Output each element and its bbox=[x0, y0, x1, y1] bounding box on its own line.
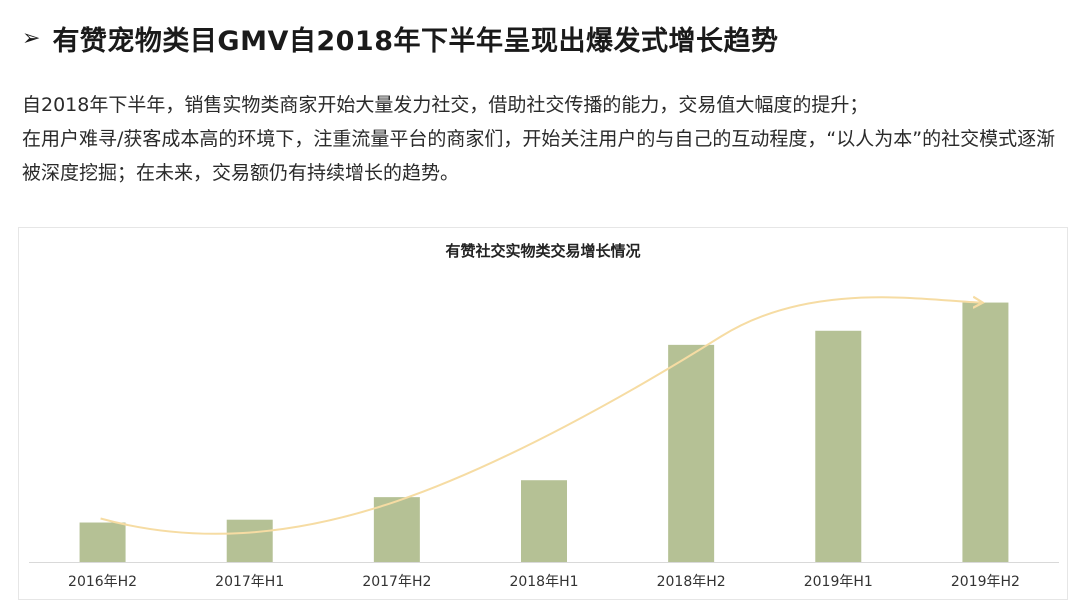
x-tick-label: 2016年H2 bbox=[68, 574, 137, 590]
description-line-2: 在用户难寻/获客成本高的环境下，注重流量平台的商家们，开始关注用户的与自己的互动… bbox=[22, 128, 1056, 184]
trend-arrow bbox=[100, 297, 982, 535]
bar-6 bbox=[815, 330, 862, 562]
bar-chart: 2016年H2 2017年H1 2017年H2 2018年H1 2018年H2 2019年… bbox=[29, 228, 1059, 590]
chart-title: 有赞社交实物类交易增长情况 bbox=[445, 242, 641, 260]
description: 自2018年下半年，销售实物类商家开始大量发力社交，借助社交传播的能力，交易值大… bbox=[22, 88, 1072, 190]
x-tick-label: 2019年H2 bbox=[951, 574, 1020, 590]
x-tick-label: 2018年H2 bbox=[657, 574, 726, 590]
bar-3 bbox=[373, 497, 420, 562]
x-tick-label: 2019年H1 bbox=[804, 574, 873, 590]
bar-5 bbox=[668, 344, 715, 562]
x-tick-label: 2018年H1 bbox=[509, 574, 578, 590]
bar-2 bbox=[226, 519, 273, 562]
chart-container: 有赞社交实物类交易增长情况 2016年H2 2017年H1 2017年H2 2018年… bbox=[18, 227, 1068, 600]
slide-heading: ➢ 有赞宠物类目GMV自2018年下半年呈现出爆发式增长趋势 bbox=[22, 14, 779, 62]
slide-title: 有赞宠物类目GMV自2018年下半年呈现出爆发式增长趋势 bbox=[52, 25, 779, 57]
x-tick-label: 2017年H1 bbox=[215, 574, 284, 590]
arrow-bullet-icon: ➢ bbox=[22, 25, 41, 51]
bar-7 bbox=[962, 302, 1009, 562]
bar-4 bbox=[521, 480, 567, 562]
description-line-1: 自2018年下半年，销售实物类商家开始大量发力社交，借助社交传播的能力，交易值大… bbox=[22, 94, 869, 116]
bar-1 bbox=[79, 522, 126, 562]
x-tick-label: 2017年H2 bbox=[362, 574, 431, 590]
